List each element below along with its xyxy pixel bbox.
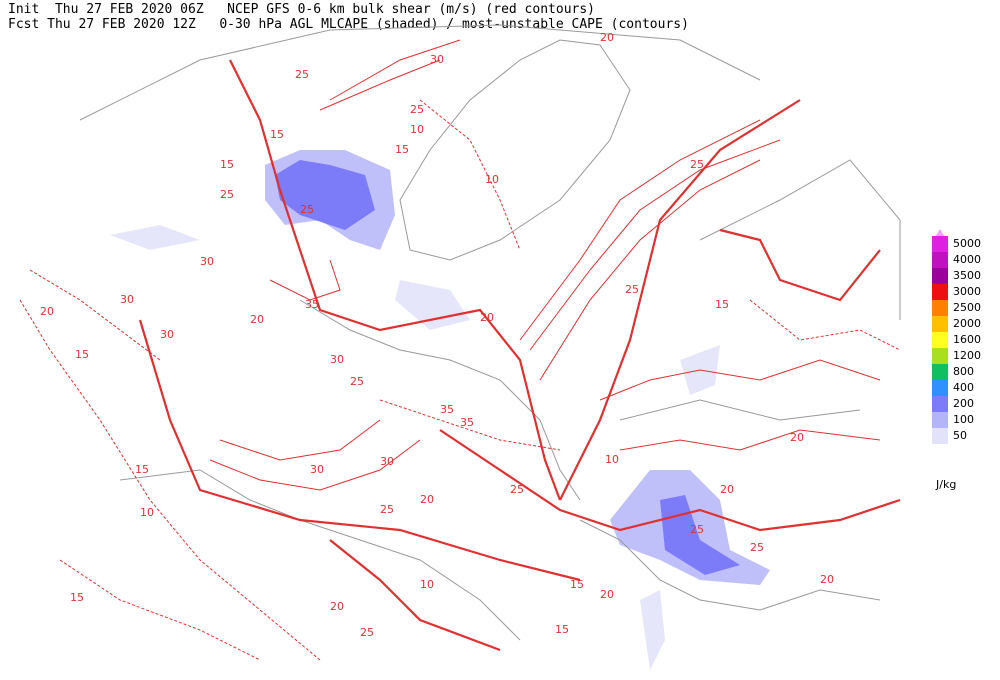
contour-label: 10 (420, 578, 434, 591)
contour-label: 20 (820, 573, 834, 586)
contour-label: 30 (430, 53, 444, 66)
legend-label: 4000 (953, 253, 981, 266)
legend-label: 50 (953, 429, 967, 442)
contour-label: 20 (330, 600, 344, 613)
legend-swatch (932, 236, 948, 252)
contour-label: 35 (440, 403, 454, 416)
contour-label: 25 (510, 483, 524, 496)
contour-label: 20 (600, 588, 614, 601)
contour-label: 15 (70, 591, 84, 604)
contour-label: 25 (750, 541, 764, 554)
legend-swatch (932, 268, 948, 284)
contour-label: 15 (570, 578, 584, 591)
contour-label: 20 (790, 431, 804, 444)
contour-label: 25 (350, 375, 364, 388)
coastlines (79, 24, 901, 641)
contour-label: 10 (605, 453, 619, 466)
legend-swatch (932, 316, 948, 332)
legend-label: 2000 (953, 317, 981, 330)
legend-swatch (932, 412, 948, 428)
legend-swatch (932, 396, 948, 412)
contour-label: 15 (135, 463, 149, 476)
contour-label: 20 (600, 31, 614, 44)
legend-swatch (932, 380, 948, 396)
contour-label: 10 (140, 506, 154, 519)
contour-label: 25 (625, 283, 639, 296)
contour-label: 25 (220, 188, 234, 201)
legend-label: 1600 (953, 333, 981, 346)
header-line: Init Thu 27 FEB 2020 06Z NCEP GFS 0-6 km… (8, 2, 595, 17)
legend-swatch (932, 332, 948, 348)
legend-label: 200 (953, 397, 974, 410)
legend-label: 1200 (953, 349, 981, 362)
contour-label: 20 (250, 313, 264, 326)
contour-label: 30 (330, 353, 344, 366)
contour-label: 15 (75, 348, 89, 361)
legend-label: 2500 (953, 301, 981, 314)
legend-label: 400 (953, 381, 974, 394)
contour-label: 25 (380, 503, 394, 516)
contour-label: 35 (460, 416, 474, 429)
contour-label: 30 (200, 255, 214, 268)
contour-label: 20 (720, 483, 734, 496)
contour-label: 25 (295, 68, 309, 81)
contour-label: 20 (420, 493, 434, 506)
contour-label: 30 (310, 463, 324, 476)
shear-contours (19, 39, 901, 661)
contour-label: 25 (690, 523, 704, 536)
contour-label: 25 (300, 203, 314, 216)
contour-label: 10 (410, 123, 424, 136)
contour-label: 30 (380, 455, 394, 468)
contour-label: 20 (40, 305, 54, 318)
legend-swatch (932, 428, 948, 444)
legend-swatch (932, 300, 948, 316)
legend-unit: J/kg (935, 478, 956, 491)
legend-swatch (932, 364, 948, 380)
legend-swatch (932, 348, 948, 364)
legend-swatch (932, 284, 948, 300)
contour-label: 30 (160, 328, 174, 341)
legend-label: 800 (953, 365, 974, 378)
contour-label: 15 (270, 128, 284, 141)
contour-label: 25 (360, 626, 374, 639)
contour-label: 20 (480, 311, 494, 324)
contour-label: 15 (715, 298, 729, 311)
legend: J/kg 5000 4000 3500 3000 2500 2000 1600 1200 800… (932, 229, 981, 491)
legend-label: 5000 (953, 237, 981, 250)
contour-label: 15 (220, 158, 234, 171)
contour-label: 15 (395, 143, 409, 156)
contour-label: 35 (305, 298, 319, 311)
contour-label: 25 (690, 158, 704, 171)
contour-label: 15 (555, 623, 569, 636)
legend-label: 100 (953, 413, 974, 426)
cape-core (275, 160, 740, 575)
contour-label: 30 (120, 293, 134, 306)
legend-label: 3000 (953, 285, 981, 298)
contour-label: 10 (485, 173, 499, 186)
legend-label: 3500 (953, 269, 981, 282)
contour-label: 25 (410, 103, 424, 116)
legend-swatch (932, 252, 948, 268)
